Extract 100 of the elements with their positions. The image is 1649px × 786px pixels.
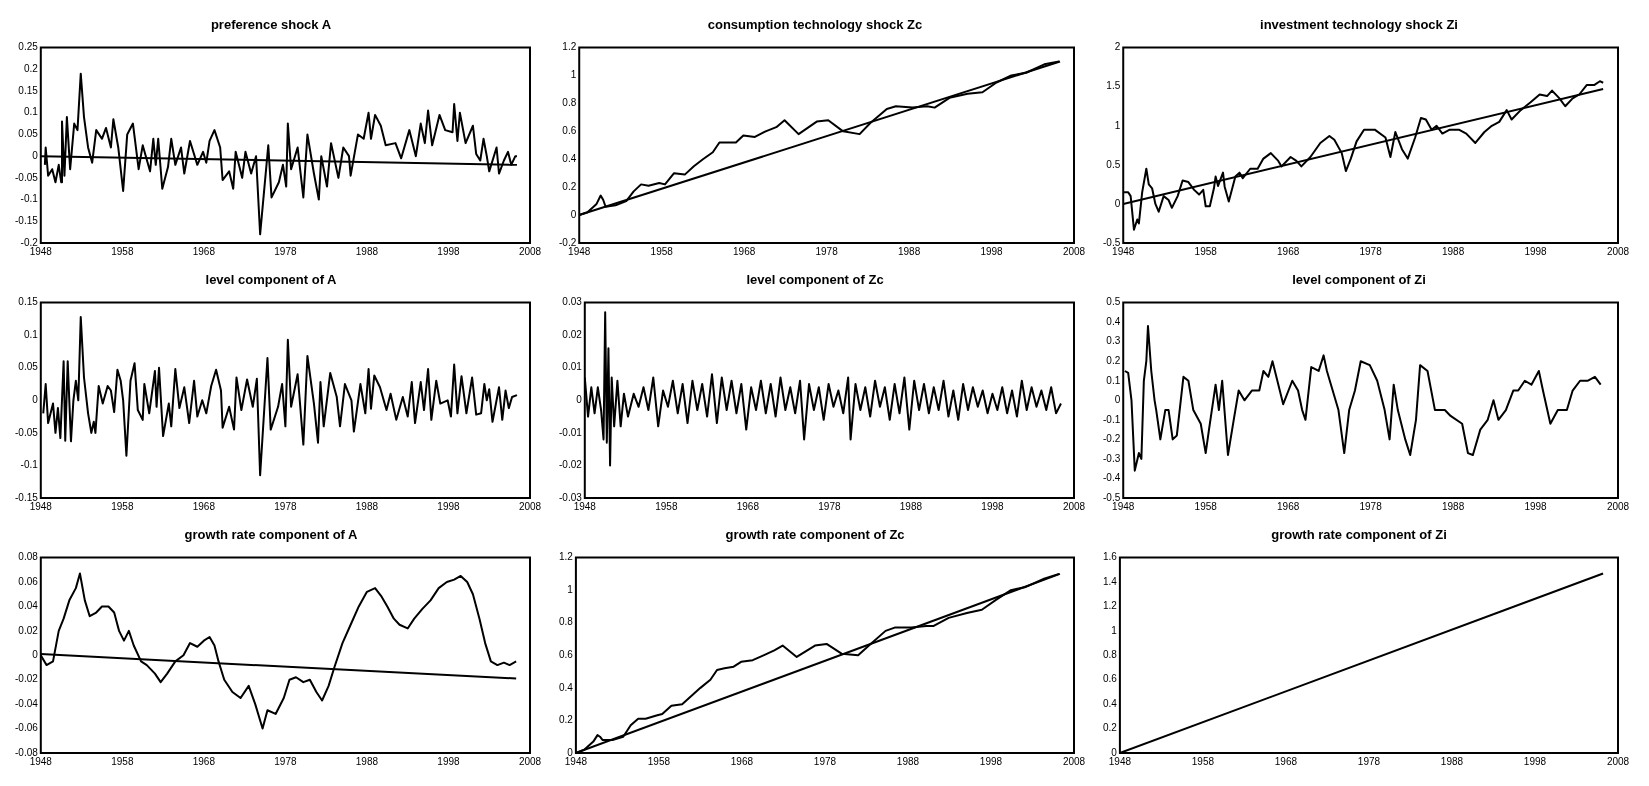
x-tick-label: 1958 xyxy=(111,755,134,767)
x-tick-label: 1958 xyxy=(111,245,134,257)
y-tick-label: -0.2 xyxy=(559,236,577,248)
y-tick-label: 0.15 xyxy=(18,84,39,96)
x-tick-label: 2008 xyxy=(1062,245,1086,257)
y-tick-label: 0.8 xyxy=(562,97,577,109)
chart-title: consumption technology shock Zc xyxy=(707,17,923,33)
y-tick-label: 0.2 xyxy=(559,714,574,726)
x-tick-label: 1978 xyxy=(818,500,841,512)
y-tick-label: 0 xyxy=(32,649,39,661)
y-tick-label: 0.06 xyxy=(18,575,39,587)
y-tick-label: -0.5 xyxy=(1103,491,1121,503)
x-tick-label: 1978 xyxy=(274,500,297,512)
y-tick-label: 0.4 xyxy=(559,681,574,693)
y-tick-label: -0.08 xyxy=(15,746,39,758)
y-tick-label: 0 xyxy=(32,394,39,406)
x-tick-label: 1968 xyxy=(1277,500,1300,512)
x-tick-label: 1968 xyxy=(736,500,760,512)
y-tick-label: 0.6 xyxy=(1103,673,1118,685)
x-tick-label: 1948 xyxy=(568,245,591,257)
y-tick-label: 0.4 xyxy=(562,153,577,165)
y-tick-label: -0.04 xyxy=(15,697,39,709)
y-tick-label: -0.05 xyxy=(15,171,39,183)
y-tick-label: 0.5 xyxy=(1106,296,1121,308)
x-tick-label: 2008 xyxy=(1062,500,1086,512)
x-tick-label: 1958 xyxy=(647,755,671,767)
x-tick-label: 2008 xyxy=(1606,755,1630,767)
y-tick-label: 0.8 xyxy=(1103,649,1118,661)
x-tick-label: 2008 xyxy=(1062,755,1086,767)
x-tick-label: 1998 xyxy=(980,245,1004,257)
x-tick-label: 1948 xyxy=(29,245,53,257)
y-tick-label: 1 xyxy=(1114,119,1121,131)
y-tick-label: 0.15 xyxy=(18,296,39,308)
y-tick-label: 0.03 xyxy=(562,296,583,308)
chart-title: level component of A xyxy=(205,272,338,288)
chart-title: preference shock A xyxy=(210,17,332,33)
y-tick-label: -0.15 xyxy=(15,491,39,503)
y-tick-label: 0.4 xyxy=(1103,697,1118,709)
y-tick-label: -0.02 xyxy=(559,459,583,471)
y-tick-label: 0 xyxy=(1114,197,1121,209)
y-tick-label: 0.5 xyxy=(1106,158,1121,170)
y-tick-label: -0.05 xyxy=(15,426,39,438)
x-tick-label: 1968 xyxy=(733,245,756,257)
x-tick-label: 1978 xyxy=(1359,500,1383,512)
x-tick-label: 1988 xyxy=(897,245,921,257)
x-tick-label: 2008 xyxy=(518,245,542,257)
x-tick-label: 1948 xyxy=(564,755,588,767)
y-tick-label: -0.5 xyxy=(1103,236,1121,248)
y-tick-label: 0.1 xyxy=(1106,374,1121,386)
y-tick-label: -0.1 xyxy=(1103,413,1121,425)
x-tick-label: 1958 xyxy=(655,500,678,512)
y-tick-label: -0.2 xyxy=(1103,433,1121,445)
y-tick-label: -0.4 xyxy=(1103,472,1121,484)
x-tick-label: 1988 xyxy=(355,500,379,512)
x-tick-label: 1998 xyxy=(437,500,461,512)
y-tick-label: -0.15 xyxy=(15,215,39,227)
x-tick-label: 1998 xyxy=(437,755,461,767)
x-tick-label: 1978 xyxy=(813,755,837,767)
y-tick-label: -0.2 xyxy=(20,236,39,248)
y-tick-label: 0.6 xyxy=(562,125,577,137)
x-tick-label: 1988 xyxy=(355,755,379,767)
chart-title: growth rate component of Zi xyxy=(1271,527,1447,543)
y-tick-label: 1.2 xyxy=(562,41,577,53)
y-tick-label: 0 xyxy=(567,746,574,758)
x-tick-label: 1998 xyxy=(1523,755,1547,767)
y-tick-label: -0.3 xyxy=(1103,452,1121,464)
x-tick-label: 1998 xyxy=(1524,245,1548,257)
x-tick-label: 1978 xyxy=(1359,245,1383,257)
x-tick-label: 1988 xyxy=(355,245,379,257)
y-tick-label: 0 xyxy=(1111,746,1118,758)
x-tick-label: 2008 xyxy=(518,500,542,512)
x-tick-label: 1948 xyxy=(29,755,53,767)
y-tick-label: 1.4 xyxy=(1103,575,1118,587)
x-tick-label: 1958 xyxy=(1194,500,1218,512)
chart-title: level component of Zi xyxy=(1292,272,1426,288)
x-tick-label: 1998 xyxy=(437,245,461,257)
y-tick-label: 0 xyxy=(576,394,583,406)
x-tick-label: 2008 xyxy=(1606,245,1630,257)
y-tick-label: 0.2 xyxy=(562,180,577,192)
x-tick-label: 1988 xyxy=(1440,755,1464,767)
x-tick-label: 1978 xyxy=(815,245,839,257)
x-tick-label: 2008 xyxy=(518,755,542,767)
x-tick-label: 1978 xyxy=(1357,755,1381,767)
x-tick-label: 1998 xyxy=(1524,500,1548,512)
x-tick-label: 1948 xyxy=(29,500,53,512)
y-tick-label: 0 xyxy=(32,149,39,161)
x-tick-label: 2008 xyxy=(1606,500,1630,512)
x-tick-label: 1968 xyxy=(1274,755,1298,767)
y-tick-label: -0.06 xyxy=(15,722,39,734)
y-tick-label: 0.1 xyxy=(23,106,39,118)
y-tick-label: 1.2 xyxy=(1103,600,1118,612)
x-tick-label: 1948 xyxy=(1112,500,1135,512)
chart-title: growth rate component of A xyxy=(184,527,359,543)
x-tick-label: 1988 xyxy=(896,755,920,767)
x-tick-label: 1988 xyxy=(1441,245,1465,257)
x-tick-label: 1988 xyxy=(899,500,923,512)
y-tick-label: -0.1 xyxy=(20,193,39,205)
x-tick-label: 1978 xyxy=(274,755,297,767)
y-tick-label: -0.01 xyxy=(559,426,583,438)
x-tick-label: 1998 xyxy=(981,500,1005,512)
